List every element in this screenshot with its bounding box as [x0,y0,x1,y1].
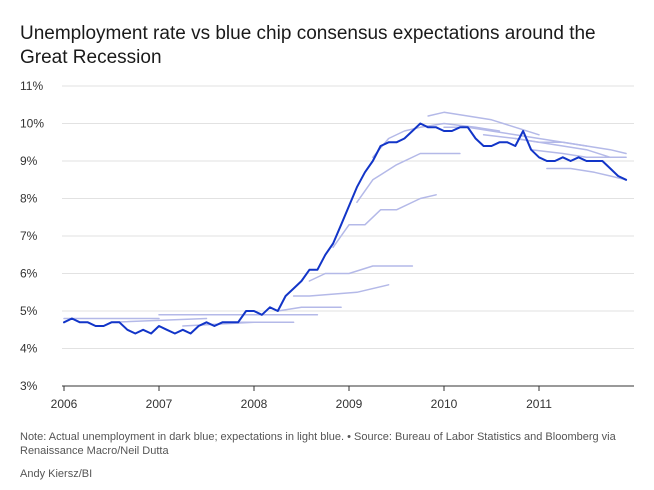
y-tick-label: 6% [20,267,38,281]
chart-title: Unemployment rate vs blue chip consensus… [20,23,596,68]
expectation-line-15 [482,134,612,159]
expectation-line-10 [332,194,437,249]
y-tick-label: 7% [20,229,38,243]
y-tick-label: 9% [20,154,38,168]
x-tick-label: 2008 [241,397,268,411]
x-tick-label: 2009 [336,397,363,411]
expectation-line-17 [530,148,627,159]
x-tick-label: 2007 [146,397,173,411]
y-tick-label: 3% [20,379,38,393]
x-tick-label: 2010 [431,397,458,411]
expectation-line-9 [308,265,414,282]
grid [62,85,634,387]
y-tick-label: 4% [20,342,38,356]
y-tick-label: 11% [20,79,43,93]
expectation-line-18 [546,167,627,181]
chart-note: Note: Actual unemployment in dark blue; … [20,431,616,457]
expectation-line-7 [277,306,342,312]
expectation-line-16 [514,137,627,155]
y-tick-label: 8% [20,192,38,206]
expectation-line-2 [110,317,208,324]
forecast-lines [63,111,627,327]
x-axis: 2006 2007 2008 2009 2010 2011 [51,386,552,411]
expectation-line-12 [372,122,501,159]
actual-unemployment-line [63,122,628,335]
expectation-line-8 [292,284,390,297]
actual-line [63,122,628,335]
y-tick-label: 10% [20,117,44,131]
expectation-line-13 [427,111,540,136]
chart-credit: Andy Kiersz/BI [20,468,93,480]
expectation-line-11 [356,152,461,204]
y-tick-label: 5% [20,304,38,318]
y-axis: 3% 4% 5% 6% 7% 8% 9% 10% 11% [20,79,44,393]
line-chart: 3% 4% 5% 6% 7% 8% 9% 10% 11% 2006 2007 2008 2009 201… [20,79,634,411]
x-tick-label: 2011 [526,397,552,411]
x-tick-label: 2006 [51,397,78,411]
